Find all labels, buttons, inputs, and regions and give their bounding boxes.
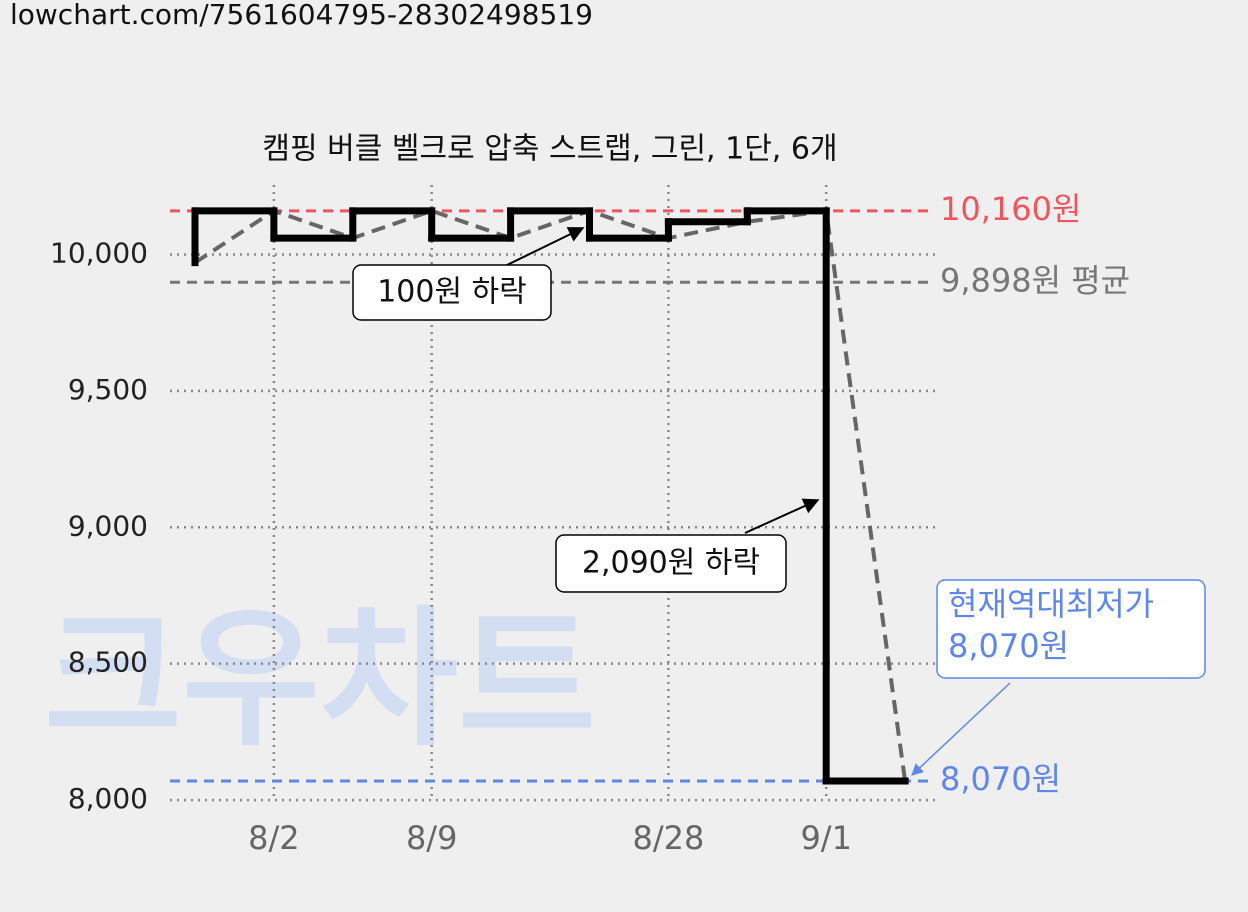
reference-label: 9,898원 평균 bbox=[940, 261, 1130, 299]
annotation-box bbox=[555, 534, 787, 593]
annotation-text: 100원 하락 bbox=[377, 275, 527, 310]
x-tick-label: 8/9 bbox=[406, 819, 458, 857]
annotation-text: 2,090원 하락 bbox=[582, 546, 760, 581]
y-tick-label: 8,000 bbox=[68, 782, 148, 815]
chart-title: 캠핑 버클 벨크로 압축 스트랩, 그린, 1단, 6개 bbox=[262, 132, 837, 167]
y-tick-label: 10,000 bbox=[50, 236, 148, 269]
annotation-text: 현재역대최저가 bbox=[948, 585, 1154, 623]
annotation-text: 8,070원 bbox=[948, 627, 1069, 665]
x-tick-label: 8/28 bbox=[632, 819, 704, 857]
reference-label: 8,070원 bbox=[940, 760, 1061, 798]
annotation-arrow bbox=[744, 498, 820, 534]
annotation-box bbox=[936, 579, 1206, 679]
x-tick-label: 9/1 bbox=[800, 819, 852, 857]
annotation-arrow bbox=[911, 682, 1011, 776]
reference-label: 10,160원 bbox=[940, 190, 1081, 228]
y-tick-label: 9,500 bbox=[68, 373, 148, 406]
url: lowchart.com/7561604795-28302498519 bbox=[10, 0, 593, 31]
y-tick-label: 8,500 bbox=[68, 646, 148, 679]
annotation-arrow bbox=[504, 227, 585, 267]
y-tick-label: 9,000 bbox=[68, 509, 148, 542]
watermark: 크우차트 bbox=[44, 593, 596, 767]
price-line bbox=[193, 208, 908, 782]
x-tick-label: 8/2 bbox=[248, 819, 300, 857]
annotation-box bbox=[352, 264, 552, 321]
